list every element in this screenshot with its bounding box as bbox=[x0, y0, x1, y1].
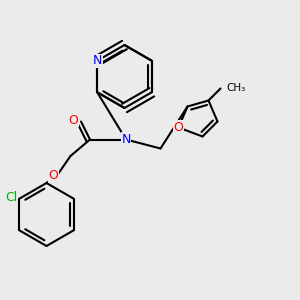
Text: N: N bbox=[92, 54, 102, 67]
Text: CH₃: CH₃ bbox=[226, 82, 245, 93]
Text: N: N bbox=[121, 133, 131, 146]
Text: O: O bbox=[69, 113, 78, 127]
Text: O: O bbox=[174, 121, 183, 134]
Text: O: O bbox=[48, 169, 58, 182]
Text: Cl: Cl bbox=[6, 191, 18, 204]
